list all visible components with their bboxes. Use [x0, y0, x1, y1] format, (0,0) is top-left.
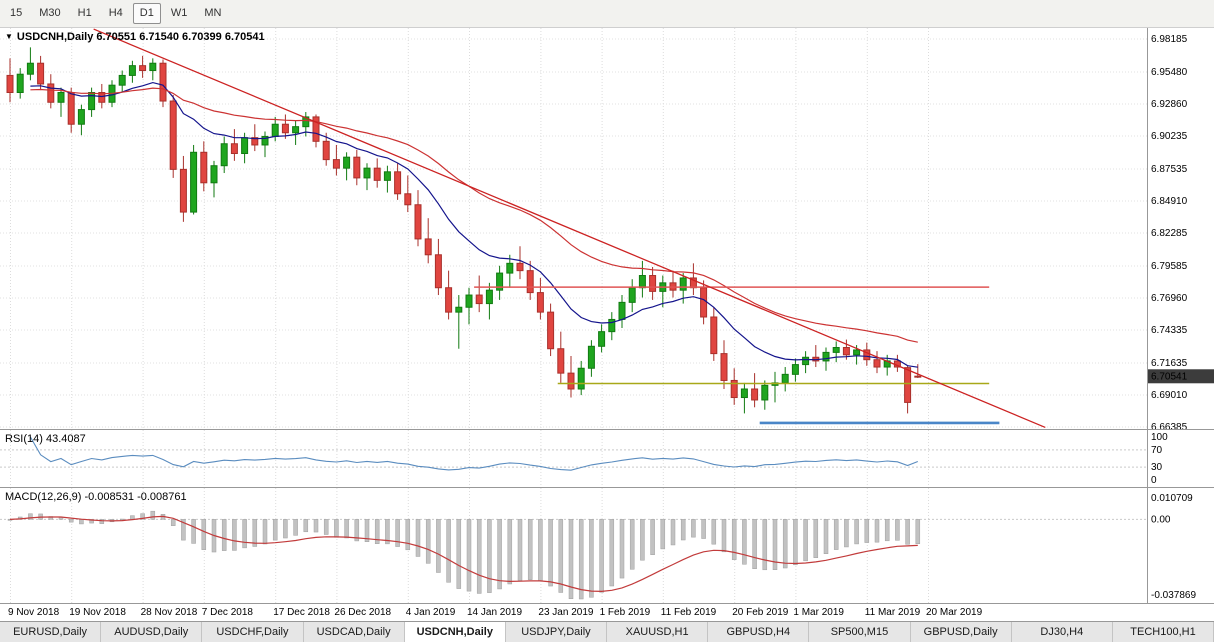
price-axis-label: 6.79585	[1151, 261, 1188, 272]
macd-histogram	[7, 510, 921, 600]
price-axis-label: 6.84910	[1151, 196, 1188, 207]
rsi-axis-label: 30	[1151, 462, 1163, 473]
price-axis-label: 6.95480	[1151, 67, 1188, 78]
price-axis-label: 6.87535	[1151, 164, 1188, 175]
chart-tab-tech100-h1[interactable]: TECH100,H1	[1112, 622, 1214, 642]
date-label: 14 Jan 2019	[467, 607, 523, 618]
macd-axis-label: -0.037869	[1151, 590, 1196, 601]
price-axis-label: 6.66385	[1151, 422, 1188, 429]
price-axis-label: 6.71635	[1151, 358, 1188, 369]
timeframe-button-m30[interactable]: M30	[39, 7, 61, 19]
chart-tab-sp500-m15[interactable]: SP500,M15	[809, 622, 911, 642]
timeframe-button-h4[interactable]: H4	[108, 7, 123, 19]
price-chart-title: ▼ USDCNH,Daily 6.70551 6.71540 6.70399 6…	[5, 31, 265, 43]
date-label: 11 Feb 2019	[660, 607, 717, 618]
timeframe-button-d1[interactable]: D1	[132, 3, 161, 24]
date-label: 28 Nov 2018	[140, 607, 198, 618]
timeframe-button-w1[interactable]: W1	[170, 7, 188, 19]
date-label: 23 Jan 2019	[538, 607, 594, 618]
macd-signal-line	[9, 515, 918, 593]
date-label: 9 Nov 2018	[8, 607, 60, 618]
moving-average-line	[30, 81, 918, 368]
price-axis-label: 6.98185	[1151, 34, 1188, 45]
date-axis: 9 Nov 2018 19 Nov 2018 28 Nov 2018 7 Dec 20…	[0, 604, 1214, 622]
rsi-axis-label: 70	[1151, 445, 1163, 456]
price-ohlc-text: USDCNH,Daily 6.70551 6.71540 6.70399 6.7…	[16, 31, 265, 43]
trendline[interactable]	[93, 28, 1046, 429]
date-label: 11 Mar 2019	[864, 607, 921, 618]
price-axis-label: 6.82285	[1151, 228, 1188, 239]
rsi-panel[interactable]: 100 70 30 0 RSI(14) 43.4087	[0, 430, 1214, 488]
chart-tab-usdjpy-daily[interactable]: USDJPY,Daily	[505, 622, 608, 642]
macd-title: MACD(12,26,9) -0.008531 -0.008761	[5, 491, 187, 503]
chart-tab-gbpusd-daily[interactable]: GBPUSD,Daily	[910, 622, 1012, 642]
chart-tab-eurusd-daily[interactable]: EURUSD,Daily	[0, 622, 102, 642]
chart-menu-icon: ▼	[5, 32, 13, 41]
price-chart-panel[interactable]: 6.98185 6.95480 6.92860 6.90235 6.87535 6.849…	[0, 28, 1214, 430]
date-label: 20 Feb 2019	[732, 607, 789, 618]
chart-tab-bar: EURUSD,Daily AUDUSD,Daily USDCHF,Daily USDC…	[0, 622, 1214, 642]
date-label: 19 Nov 2018	[69, 607, 126, 618]
chart-tab-dj30-h4[interactable]: DJ30,H4	[1011, 622, 1113, 642]
price-chart-canvas[interactable]: 6.98185 6.95480 6.92860 6.90235 6.87535 6.849…	[0, 28, 1214, 429]
date-label: 17 Dec 2018	[273, 607, 330, 618]
date-label: 1 Feb 2019	[599, 607, 651, 618]
macd-chart-canvas[interactable]: 0.010709 0.00 -0.037869	[0, 488, 1214, 603]
rsi-line	[29, 436, 919, 471]
date-label: 26 Dec 2018	[334, 607, 392, 618]
moving-average-line	[30, 87, 918, 343]
chart-tab-usdcad-daily[interactable]: USDCAD,Daily	[303, 622, 405, 642]
timeframe-toolbar: 15 M30 H1 H4 D1 W1 MN	[0, 0, 1214, 28]
rsi-axis-label: 0	[1151, 475, 1157, 486]
rsi-axis-label: 100	[1151, 432, 1168, 443]
candles	[6, 47, 922, 414]
macd-axis-label: 0.00	[1151, 514, 1171, 525]
chart-tab-xauusd-h1[interactable]: XAUUSD,H1	[607, 622, 709, 642]
date-label: 20 Mar 2019	[926, 607, 983, 618]
timeframe-button-mn[interactable]: MN	[204, 7, 222, 19]
timeframe-button-h1[interactable]: H1	[77, 7, 92, 19]
macd-panel[interactable]: 0.010709 0.00 -0.037869 MACD(12,26,9) -0.0…	[0, 488, 1214, 604]
macd-axis-label: 0.010709	[1151, 493, 1193, 504]
date-label: 4 Jan 2019	[405, 607, 456, 618]
timeframe-button-15[interactable]: 15	[10, 7, 23, 19]
price-axis-label: 6.74335	[1151, 325, 1188, 336]
chart-tab-audusd-daily[interactable]: AUDUSD,Daily	[101, 622, 203, 642]
current-price-tag	[1148, 369, 1214, 384]
chart-tab-usdcnh-daily[interactable]: USDCNH,Daily	[404, 622, 506, 642]
price-axis-label: 6.76960	[1151, 293, 1188, 304]
price-axis-label: 6.69010	[1151, 390, 1188, 401]
price-axis-label: 6.92860	[1151, 99, 1188, 110]
current-price-tag-label: 6.70541	[1151, 371, 1188, 382]
chart-tab-usdchf-daily[interactable]: USDCHF,Daily	[202, 622, 304, 642]
rsi-title: RSI(14) 43.4087	[5, 433, 86, 445]
chart-tab-gbpusd-h4[interactable]: GBPUSD,H4	[708, 622, 810, 642]
price-axis-label: 6.90235	[1151, 131, 1188, 142]
rsi-chart-canvas[interactable]: 100 70 30 0	[0, 430, 1214, 487]
date-label: 7 Dec 2018	[201, 607, 253, 618]
date-label: 1 Mar 2019	[793, 607, 844, 618]
